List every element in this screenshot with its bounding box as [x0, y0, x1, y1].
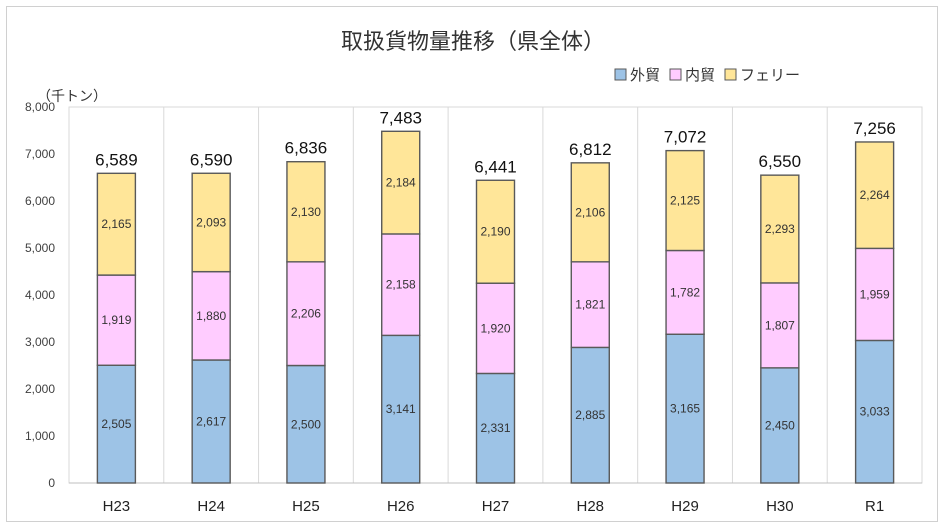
x-tick-label: H29	[671, 498, 699, 515]
data-label: 1,782	[670, 285, 700, 299]
bar-segment	[760, 282, 800, 369]
y-tick-label: 5,000	[25, 241, 55, 255]
x-tick-label: R1	[865, 498, 884, 515]
data-label: 2,500	[291, 417, 321, 431]
bar-segment	[191, 270, 231, 361]
data-label: 1,880	[196, 309, 226, 323]
total-label: 7,072	[664, 128, 707, 147]
data-label: 1,920	[480, 321, 510, 335]
bar-segment	[286, 261, 326, 367]
total-label: 6,812	[569, 140, 612, 159]
data-label: 1,959	[860, 287, 890, 301]
x-tick-label: H23	[103, 498, 131, 515]
bar-segment	[665, 149, 705, 252]
x-tick-label: H26	[387, 498, 415, 515]
bar-segment	[381, 334, 421, 484]
y-tick-label: 4,000	[25, 288, 55, 302]
x-tick-label: H30	[766, 498, 794, 515]
data-label: 2,190	[480, 225, 510, 239]
data-label: 3,165	[670, 402, 700, 416]
data-label: 1,919	[101, 313, 131, 327]
x-tick-label: H27	[482, 498, 510, 515]
data-label: 2,158	[386, 278, 416, 292]
y-tick-label: 3,000	[25, 335, 55, 349]
bar-segment	[760, 174, 800, 284]
bar-segment	[286, 161, 326, 263]
legend: 外貿 内貿 フェリー	[614, 66, 800, 84]
data-label: 2,885	[575, 408, 605, 422]
bar-segment	[96, 364, 137, 484]
plot-area: 0 1,000 2,000 3,000 4,000 5,000 6,000 7,000 8,00…	[25, 100, 923, 515]
data-label: 2,206	[291, 307, 321, 321]
bar-segment	[475, 282, 516, 375]
data-label: 2,505	[101, 417, 131, 431]
y-tick-label: 1,000	[25, 429, 55, 443]
bar-segment	[381, 130, 421, 235]
x-tick-label: H25	[292, 498, 320, 515]
data-label: 3,141	[386, 402, 416, 416]
y-tick-label: 7,000	[25, 147, 55, 161]
bar-segment	[475, 372, 516, 484]
bar-segment	[570, 261, 610, 349]
bar-segment	[760, 367, 800, 484]
x-tick-label: H24	[197, 498, 225, 515]
data-label: 2,125	[670, 194, 700, 208]
bar-segment	[96, 172, 137, 276]
bar-segment	[854, 247, 895, 342]
data-label: 2,130	[291, 205, 321, 219]
data-label: 2,264	[860, 188, 890, 202]
y-tick-label: 8,000	[25, 100, 55, 114]
bar-segment	[854, 141, 895, 250]
data-label: 2,165	[101, 217, 131, 231]
legend-swatch	[614, 68, 627, 81]
bar-segment	[854, 339, 895, 484]
legend-label: 外貿	[630, 66, 660, 84]
data-label: 2,184	[386, 176, 416, 190]
bar-segment	[191, 172, 231, 273]
data-label: 3,033	[860, 405, 890, 419]
bar-segment	[570, 162, 610, 263]
legend-swatch	[724, 68, 737, 81]
y-tick-label: 0	[48, 476, 55, 490]
data-label: 1,807	[765, 318, 795, 332]
data-label: 2,293	[765, 222, 795, 236]
bar-segment	[570, 346, 610, 484]
total-label: 6,590	[190, 150, 233, 169]
total-label: 6,589	[95, 150, 138, 169]
chart-frame: 取扱貨物量推移（県全体） （千トン） 外貿 内貿 フェリー 0 1,000 2,000 3…	[6, 6, 938, 522]
y-axis-unit-label: （千トン）	[37, 89, 107, 105]
data-label: 2,106	[575, 205, 605, 219]
stacked-bar-chart: 取扱貨物量推移（県全体） （千トン） 外貿 内貿 フェリー 0 1,000 2,000 3…	[25, 30, 923, 515]
total-label: 7,483	[379, 108, 422, 127]
y-tick-label: 6,000	[25, 194, 55, 208]
chart-title: 取扱貨物量推移（県全体）	[341, 30, 605, 55]
data-label: 2,331	[480, 421, 510, 435]
bar-segment	[381, 233, 421, 337]
data-label: 1,821	[575, 298, 605, 312]
data-label: 2,093	[196, 215, 226, 229]
total-label: 7,256	[853, 119, 896, 138]
legend-swatch	[669, 68, 682, 81]
x-tick-label: H28	[577, 498, 605, 515]
bar-segment	[286, 364, 326, 484]
total-label: 6,836	[285, 139, 328, 158]
data-label: 2,450	[765, 418, 795, 432]
data-label: 2,617	[196, 415, 226, 429]
legend-label: フェリー	[740, 66, 800, 84]
total-label: 6,441	[474, 157, 517, 176]
bar-segment	[665, 333, 705, 484]
y-tick-label: 2,000	[25, 382, 55, 396]
total-label: 6,550	[759, 152, 802, 171]
legend-label: 内貿	[685, 66, 715, 84]
bar-segment	[475, 179, 516, 284]
